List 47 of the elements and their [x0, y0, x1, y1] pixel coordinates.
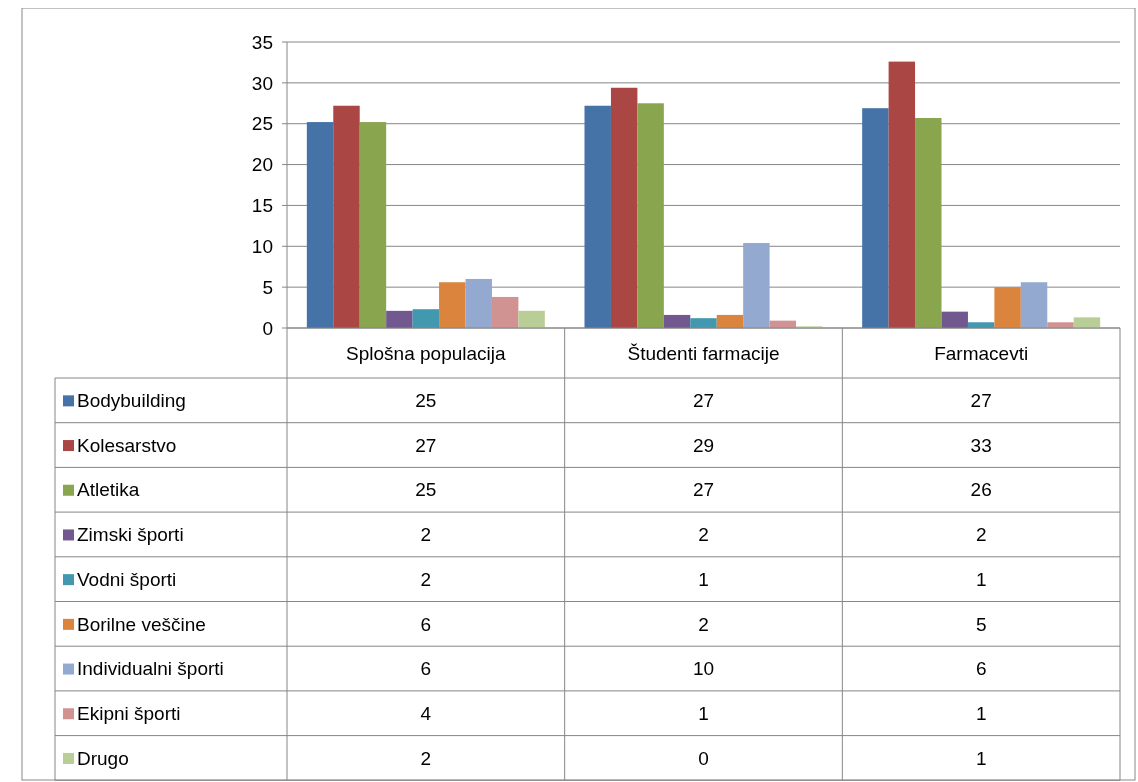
- data-label: 26: [970, 479, 992, 501]
- data-label: 1: [698, 702, 709, 724]
- data-label: 1: [698, 568, 709, 590]
- data-label: 27: [415, 434, 437, 456]
- data-label: 0: [698, 747, 709, 769]
- data-label: 25: [415, 479, 437, 501]
- y-tick-label: 25: [251, 113, 273, 135]
- legend-label: Individualni športi: [77, 658, 224, 680]
- data-label: 2: [698, 524, 709, 546]
- y-tick-label: 30: [251, 72, 273, 94]
- data-label: 6: [420, 658, 432, 680]
- y-tick-label: 0: [262, 317, 273, 339]
- legend-label: Kolesarstvo: [77, 434, 177, 456]
- y-tick-label: 5: [262, 276, 273, 298]
- data-label: 6: [975, 658, 987, 680]
- data-label: 1: [975, 568, 987, 590]
- data-label: 2: [975, 524, 987, 546]
- data-label: 1: [975, 702, 987, 724]
- data-label: 4: [420, 702, 432, 724]
- legend-label: Drugo: [77, 747, 129, 769]
- legend-label: Zimski športi: [77, 524, 184, 546]
- data-label: 27: [970, 390, 992, 411]
- data-label: 2: [420, 747, 432, 769]
- x-tick-label: Študenti farmacije: [627, 342, 780, 364]
- y-tick-label: 15: [251, 195, 273, 217]
- data-label: 29: [692, 434, 715, 456]
- x-tick-label: Farmacevti: [934, 342, 1029, 364]
- data-label: 2: [420, 568, 432, 590]
- data-label: 2: [698, 613, 709, 635]
- data-label: 6: [420, 613, 432, 635]
- legend-label: Atletika: [77, 479, 140, 501]
- data-label: 1: [975, 747, 987, 769]
- y-tick-label: 35: [251, 31, 273, 53]
- legend-label: Vodni športi: [77, 568, 177, 590]
- x-tick-label: Splošna populacija: [346, 342, 507, 364]
- y-tick-label: 20: [251, 154, 273, 176]
- legend-label: Borilne veščine: [77, 613, 206, 635]
- legend-label: Ekipni športi: [77, 702, 181, 724]
- data-label: 5: [975, 613, 987, 635]
- data-label: 33: [970, 434, 992, 456]
- data-label: 27: [692, 479, 715, 501]
- legend-label: Bodybuilding: [77, 390, 186, 411]
- y-tick-label: 10: [251, 235, 273, 257]
- data-label: 25: [415, 390, 437, 411]
- data-label: 27: [692, 390, 715, 411]
- data-label: 2: [420, 524, 432, 546]
- data-label: 10: [692, 658, 715, 680]
